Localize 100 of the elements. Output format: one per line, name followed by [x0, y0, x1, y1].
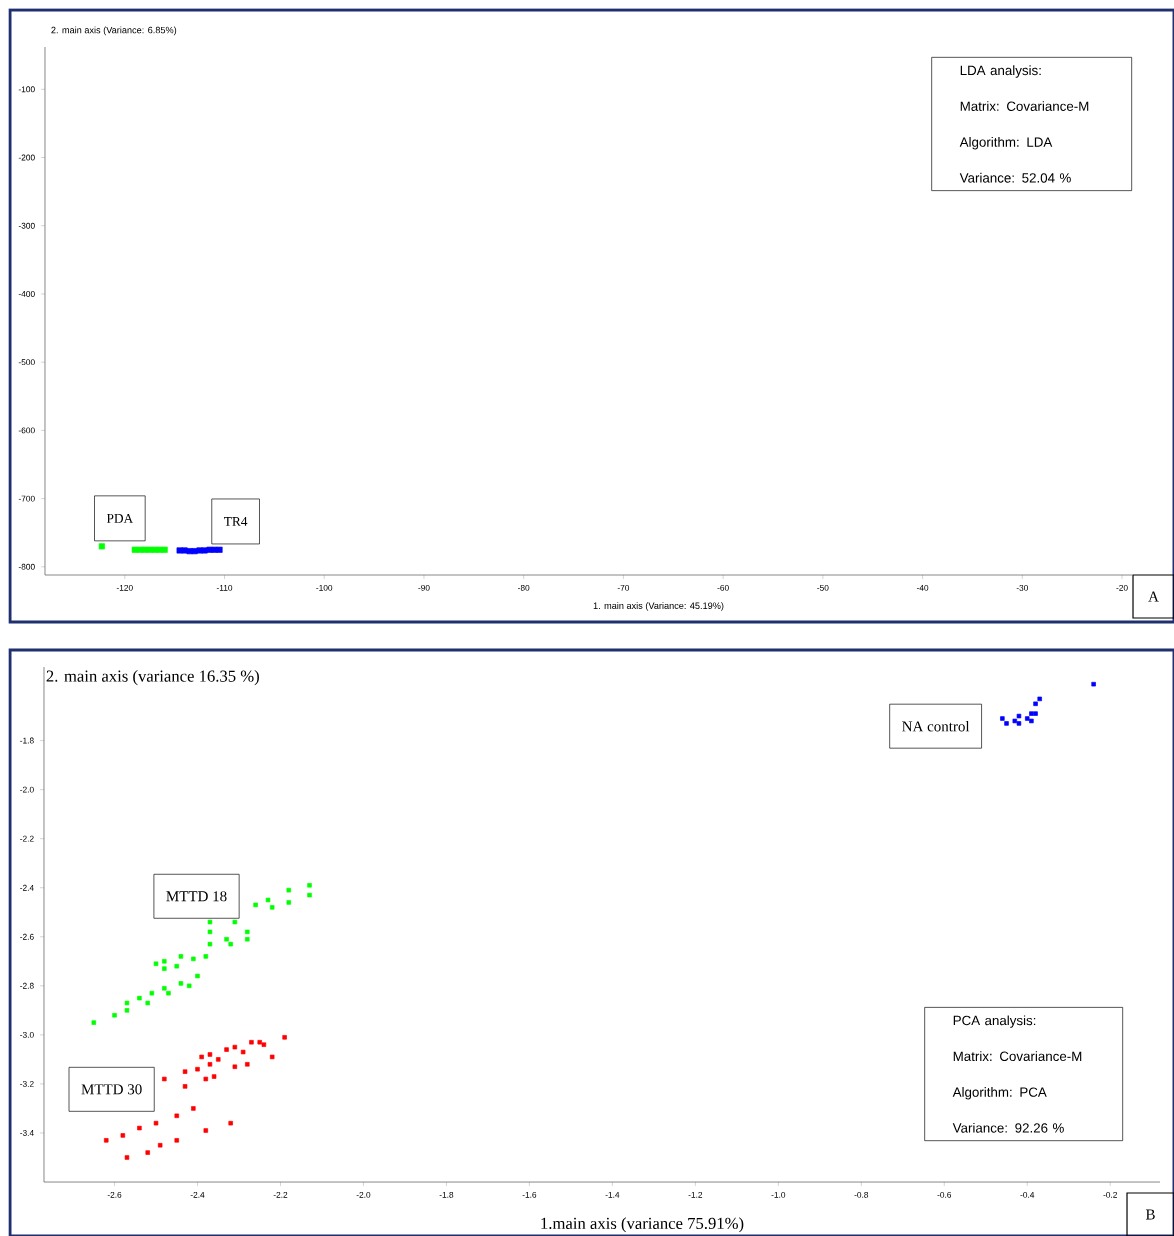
- point: [216, 1057, 221, 1062]
- point: [153, 961, 159, 966]
- point: [1091, 681, 1096, 687]
- point: [307, 892, 312, 898]
- point: [224, 1047, 229, 1052]
- point: [269, 1054, 275, 1060]
- annotation: Variance: 92.26 %: [952, 1122, 1064, 1133]
- point: [1025, 716, 1030, 721]
- point: [174, 1113, 179, 1119]
- point: [195, 1066, 200, 1072]
- point: [245, 929, 250, 935]
- x-tick-label: -50: [817, 584, 829, 591]
- point: [124, 1155, 130, 1160]
- y-tick-label: -500: [18, 359, 35, 366]
- point: [191, 956, 196, 962]
- y-tick-label: -700: [18, 495, 35, 502]
- series-label: MTTD 30: [81, 1084, 142, 1095]
- point: [1033, 701, 1038, 707]
- point: [191, 1106, 196, 1111]
- x-tick-label: -90: [418, 584, 430, 591]
- point: [245, 1062, 250, 1067]
- point: [1037, 696, 1042, 702]
- annotation: PCA analysis:: [953, 1015, 1036, 1028]
- point: [1029, 718, 1034, 724]
- x-tick-label: -80: [518, 584, 530, 591]
- x-tick-label: -70: [617, 584, 630, 591]
- y-tick-label: -1.8: [20, 737, 34, 744]
- x-tick-label: -40: [916, 584, 929, 591]
- y-tick-label: -300: [18, 222, 35, 229]
- annotation: Variance: 52.04 %: [959, 172, 1071, 183]
- point: [182, 1084, 188, 1089]
- point: [174, 963, 179, 969]
- annotation: Matrix: Covariance-M: [960, 101, 1089, 111]
- y-tick-label: -2.6: [20, 933, 34, 940]
- point: [265, 897, 271, 903]
- point: [91, 1020, 97, 1025]
- point: [137, 1125, 142, 1131]
- point: [224, 936, 229, 942]
- point: [207, 919, 213, 925]
- point: [124, 1000, 130, 1006]
- point: [203, 1128, 209, 1133]
- text: A: [1148, 591, 1159, 602]
- x-tick-label: -30: [1016, 584, 1029, 591]
- annotation: LDA analysis:: [960, 65, 1041, 78]
- point: [249, 1039, 254, 1045]
- point: [124, 1008, 130, 1013]
- point: [282, 1035, 287, 1040]
- point: [207, 1062, 213, 1067]
- point: [257, 1039, 262, 1045]
- point: [195, 973, 200, 979]
- y-tick-label: -3.0: [20, 1031, 34, 1038]
- x-tick-label: -60: [717, 584, 729, 591]
- point: [120, 1133, 126, 1138]
- point: [1000, 716, 1005, 721]
- x-tick-label: -110: [216, 584, 233, 591]
- y-tick-label: -2.8: [20, 982, 34, 989]
- point: [157, 1142, 163, 1148]
- point: [145, 1000, 150, 1006]
- annotation: Matrix: Covariance-M: [953, 1051, 1082, 1062]
- y-axis-title: 2. main axis (Variance: 6.85%): [51, 26, 177, 36]
- y-tick-label: -2.2: [20, 835, 34, 842]
- x-tick-label: -120: [116, 584, 133, 591]
- point: [112, 1013, 117, 1018]
- point: [232, 1064, 238, 1069]
- point: [162, 986, 167, 991]
- series-label: MTTD 18: [166, 891, 227, 902]
- point: [186, 983, 192, 989]
- y-tick-label: -100: [18, 86, 35, 93]
- x-tick-label: -0.6: [937, 1191, 952, 1198]
- text: NA control: [902, 720, 970, 732]
- point: [1033, 711, 1038, 716]
- point: [232, 919, 238, 925]
- point: [261, 1042, 267, 1047]
- point: [153, 1120, 159, 1126]
- x-tick-label: -1.4: [605, 1191, 620, 1198]
- text: B: [1145, 1209, 1155, 1220]
- point: [1029, 711, 1034, 716]
- x-tick-label: -20: [1116, 584, 1128, 591]
- point: [103, 1138, 109, 1143]
- point: [286, 887, 292, 893]
- point: [178, 954, 184, 959]
- point: [1004, 721, 1009, 726]
- point: [137, 995, 142, 1001]
- point: [162, 1076, 167, 1082]
- x-tick-label: -2.0: [356, 1191, 371, 1198]
- y-tick-label: -2.0: [20, 786, 34, 793]
- point: [162, 959, 167, 964]
- point: [211, 1074, 217, 1079]
- point: [307, 883, 312, 888]
- y-tick-label: -2.4: [20, 884, 34, 891]
- y-tick-label: -800: [18, 563, 35, 570]
- point: [199, 1054, 204, 1060]
- x-tick-label: -2.2: [273, 1191, 288, 1198]
- point: [174, 1138, 179, 1143]
- point: [1016, 721, 1022, 726]
- point: [253, 902, 258, 908]
- x-tick-label: -2.4: [190, 1191, 205, 1198]
- point: [182, 1069, 188, 1074]
- point: [1012, 718, 1018, 724]
- y-tick-label: -400: [18, 290, 35, 297]
